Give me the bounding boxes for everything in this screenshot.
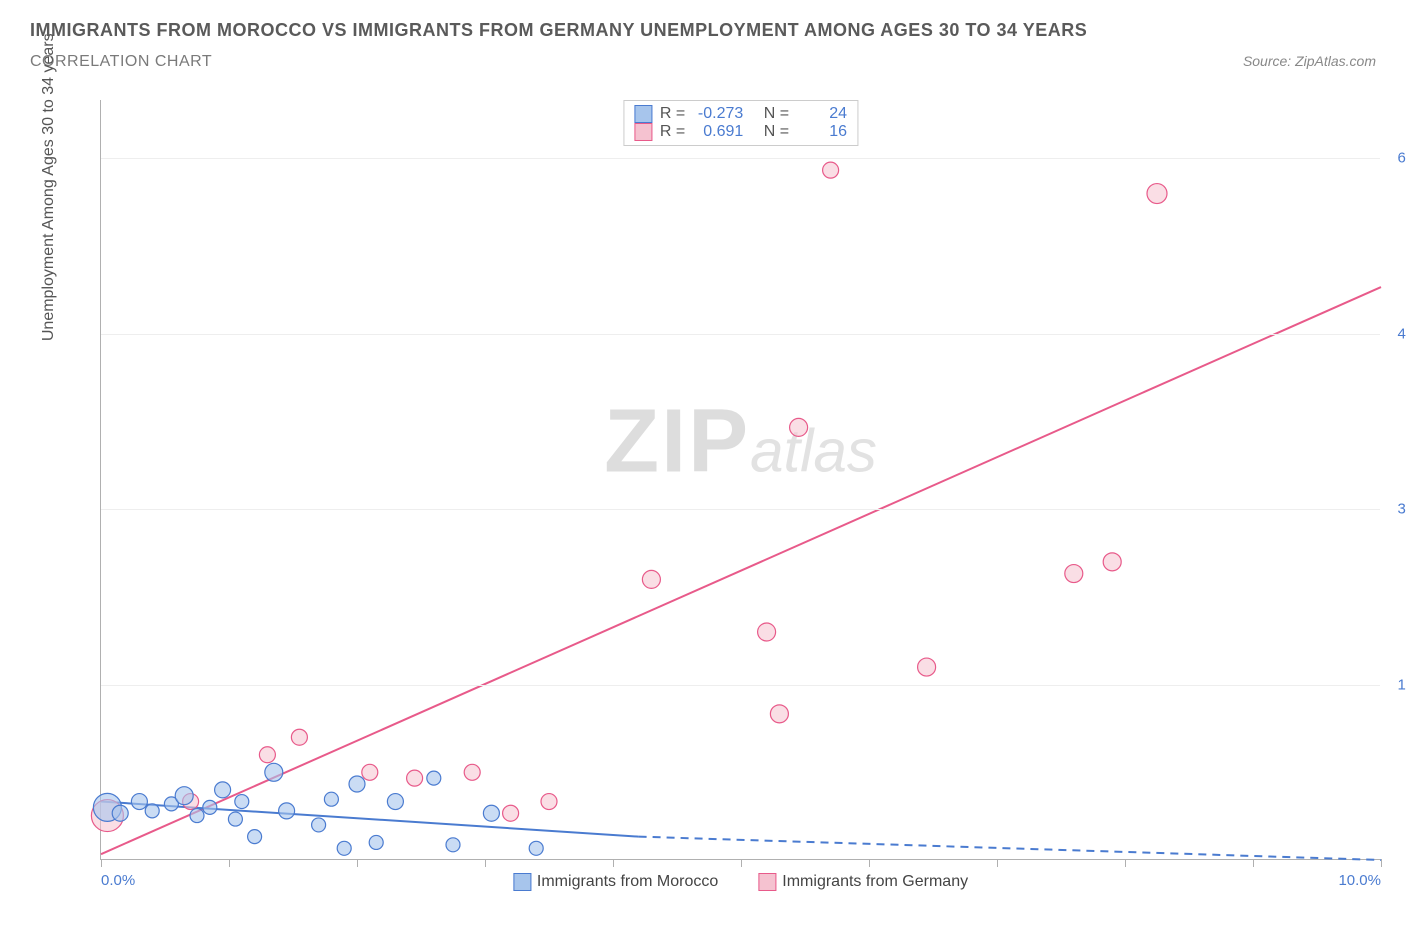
point-germany [770, 705, 788, 723]
point-morocco [190, 809, 204, 823]
gridline [101, 509, 1380, 510]
swatch-morocco-icon [634, 105, 652, 123]
x-tick [869, 859, 870, 867]
point-morocco [369, 835, 383, 849]
plot-area: ZIPatlas R = -0.273 N = 24 R = 0.691 N =… [100, 100, 1380, 860]
gridline [101, 334, 1380, 335]
x-tick [357, 859, 358, 867]
point-germany [464, 764, 480, 780]
point-morocco [337, 841, 351, 855]
legend-label-morocco: Immigrants from Morocco [537, 873, 718, 891]
point-germany [259, 747, 275, 763]
point-morocco [145, 804, 159, 818]
x-tick-label: 10.0% [1338, 872, 1381, 889]
stat-n-label-b: N = [764, 123, 789, 141]
x-tick [101, 859, 102, 867]
legend-item-morocco: Immigrants from Morocco [513, 873, 718, 891]
stats-box: R = -0.273 N = 24 R = 0.691 N = 16 [623, 100, 858, 146]
point-morocco [446, 838, 460, 852]
swatch-germany-icon [758, 873, 776, 891]
stat-n-label-a: N = [764, 105, 789, 123]
point-morocco [265, 763, 283, 781]
bottom-legend: Immigrants from Morocco Immigrants from … [513, 873, 968, 891]
x-tick [1381, 859, 1382, 867]
stat-n-value-b: 16 [797, 123, 847, 141]
point-morocco [324, 792, 338, 806]
point-morocco [483, 805, 499, 821]
trend-line-germany [101, 287, 1381, 854]
stats-row-germany: R = 0.691 N = 16 [634, 123, 847, 141]
stats-row-morocco: R = -0.273 N = 24 [634, 105, 847, 123]
point-germany [758, 623, 776, 641]
x-tick [741, 859, 742, 867]
point-morocco [175, 787, 193, 805]
point-morocco [235, 795, 249, 809]
point-morocco [387, 794, 403, 810]
x-tick [485, 859, 486, 867]
y-tick-label: 60.0% [1385, 150, 1406, 167]
point-morocco [279, 803, 295, 819]
point-morocco [427, 771, 441, 785]
stat-n-value-a: 24 [797, 105, 847, 123]
x-tick [229, 859, 230, 867]
x-tick [1253, 859, 1254, 867]
gridline [101, 685, 1380, 686]
swatch-germany-icon [634, 123, 652, 141]
stat-r-label-b: R = [660, 123, 685, 141]
point-morocco [312, 818, 326, 832]
stat-r-value-b: 0.691 [693, 123, 743, 141]
x-tick [1125, 859, 1126, 867]
point-germany [291, 729, 307, 745]
point-morocco [131, 794, 147, 810]
trend-line-morocco-dashed [639, 837, 1381, 860]
point-germany [503, 805, 519, 821]
point-morocco [529, 841, 543, 855]
gridline [101, 158, 1380, 159]
legend-item-germany: Immigrants from Germany [758, 873, 968, 891]
point-morocco [228, 812, 242, 826]
y-tick-label: 45.0% [1385, 325, 1406, 342]
y-axis-title: Unemployment Among Ages 30 to 34 years [40, 33, 58, 341]
point-germany [541, 794, 557, 810]
point-morocco [248, 830, 262, 844]
point-germany [1065, 565, 1083, 583]
chart-container: Unemployment Among Ages 30 to 34 years Z… [70, 100, 1380, 890]
y-tick-label: 30.0% [1385, 501, 1406, 518]
point-germany [918, 658, 936, 676]
point-germany [1147, 184, 1167, 204]
point-germany [1103, 553, 1121, 571]
chart-svg [101, 100, 1380, 859]
x-tick [997, 859, 998, 867]
point-germany [790, 418, 808, 436]
point-morocco [215, 782, 231, 798]
point-germany [362, 764, 378, 780]
point-morocco [203, 800, 217, 814]
stat-r-label-a: R = [660, 105, 685, 123]
point-germany [823, 162, 839, 178]
point-morocco [349, 776, 365, 792]
stat-r-value-a: -0.273 [693, 105, 743, 123]
point-germany [407, 770, 423, 786]
source-label: Source: ZipAtlas.com [1243, 53, 1376, 69]
legend-label-germany: Immigrants from Germany [782, 873, 968, 891]
point-germany [642, 570, 660, 588]
swatch-morocco-icon [513, 873, 531, 891]
chart-title: IMMIGRANTS FROM MOROCCO VS IMMIGRANTS FR… [30, 20, 1376, 41]
y-tick-label: 15.0% [1385, 676, 1406, 693]
x-tick [613, 859, 614, 867]
point-morocco [112, 805, 128, 821]
x-tick-label: 0.0% [101, 872, 135, 889]
